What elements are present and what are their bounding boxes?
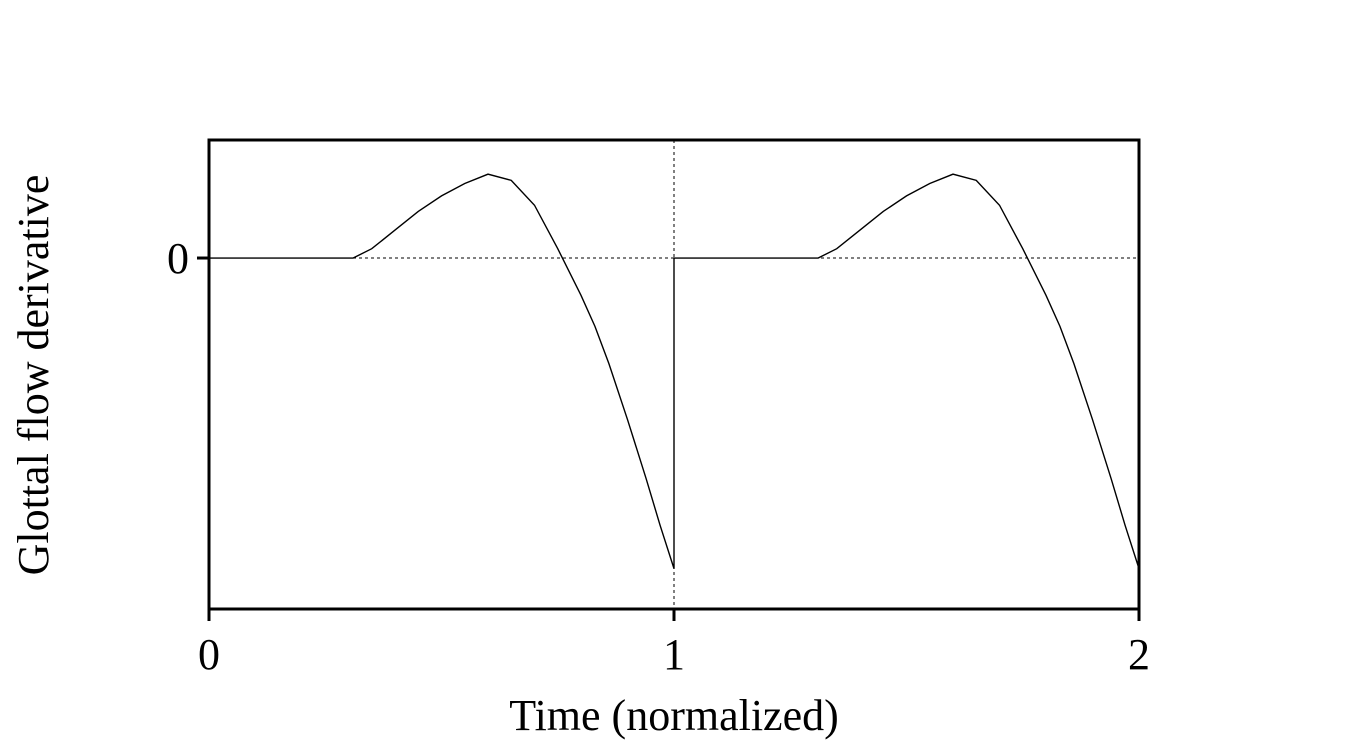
y-axis-title: Glottal flow derivative [9,175,58,576]
x-tick-label: 1 [663,630,685,679]
x-tick-label: 0 [198,630,220,679]
y-tick-label: 0 [167,234,189,283]
x-tick-label: 2 [1128,630,1150,679]
x-axis-ticks: 0 1 2 [198,609,1150,679]
series-line [209,173,1140,569]
series-layer [209,173,1140,569]
y-axis-ticks: 0 [167,234,209,283]
x-axis-title: Time (normalized) [509,691,839,740]
